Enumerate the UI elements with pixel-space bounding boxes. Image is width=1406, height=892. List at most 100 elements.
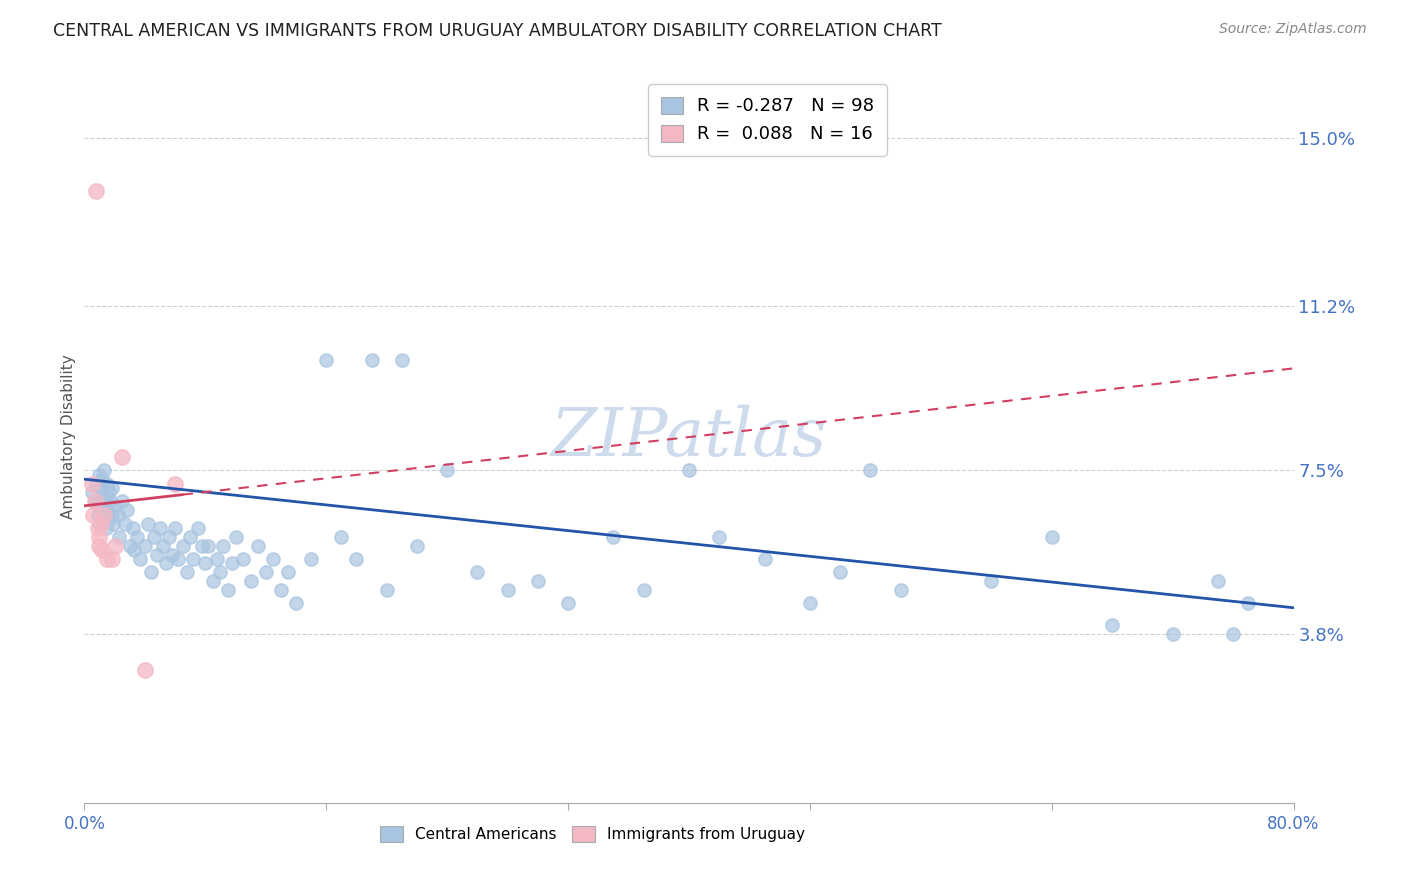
- Point: [80, 476, 103, 491]
- Point: [139, 566, 162, 580]
- Point: [1237, 596, 1260, 610]
- Point: [270, 582, 292, 597]
- Point: [89, 467, 111, 482]
- Point: [122, 543, 145, 558]
- Point: [97, 512, 120, 526]
- Point: [87, 508, 110, 522]
- Point: [134, 539, 156, 553]
- Point: [980, 574, 1002, 589]
- Point: [436, 463, 458, 477]
- Point: [360, 352, 382, 367]
- Text: ZIPatlas: ZIPatlas: [551, 404, 827, 470]
- Point: [172, 539, 194, 553]
- Point: [100, 508, 122, 522]
- Point: [527, 574, 550, 589]
- Point: [90, 516, 112, 531]
- Point: [84, 494, 107, 508]
- Point: [176, 566, 198, 580]
- Point: [115, 503, 138, 517]
- Point: [93, 508, 115, 522]
- Point: [89, 499, 111, 513]
- Y-axis label: Ambulatory Disability: Ambulatory Disability: [60, 355, 76, 519]
- Point: [82, 508, 104, 522]
- Point: [709, 530, 731, 544]
- Text: Source: ZipAtlas.com: Source: ZipAtlas.com: [1219, 22, 1367, 37]
- Point: [94, 521, 117, 535]
- Point: [315, 352, 337, 367]
- Point: [467, 566, 489, 580]
- Point: [330, 530, 353, 544]
- Point: [89, 530, 111, 544]
- Point: [121, 521, 143, 535]
- Point: [239, 574, 262, 589]
- Point: [98, 494, 121, 508]
- Point: [1206, 574, 1229, 589]
- Point: [86, 184, 108, 198]
- Point: [799, 596, 821, 610]
- Point: [100, 552, 122, 566]
- Point: [277, 566, 299, 580]
- Point: [179, 530, 201, 544]
- Point: [187, 521, 209, 535]
- Point: [167, 552, 190, 566]
- Point: [1101, 618, 1123, 632]
- Point: [225, 530, 247, 544]
- Point: [254, 566, 277, 580]
- Point: [165, 476, 187, 491]
- Point: [96, 552, 118, 566]
- Point: [207, 552, 229, 566]
- Point: [859, 463, 882, 477]
- Point: [149, 521, 172, 535]
- Point: [830, 566, 852, 580]
- Point: [114, 516, 136, 531]
- Point: [107, 508, 129, 522]
- Point: [406, 539, 429, 553]
- Point: [93, 508, 115, 522]
- Point: [221, 557, 243, 571]
- Point: [1222, 627, 1244, 641]
- Point: [633, 582, 655, 597]
- Point: [262, 552, 284, 566]
- Point: [90, 481, 112, 495]
- Point: [111, 450, 134, 464]
- Point: [111, 494, 134, 508]
- Point: [890, 582, 912, 597]
- Point: [100, 481, 122, 495]
- Point: [127, 530, 149, 544]
- Point: [134, 663, 156, 677]
- Point: [194, 557, 217, 571]
- Point: [86, 476, 108, 491]
- Point: [146, 548, 169, 562]
- Point: [217, 582, 239, 597]
- Point: [346, 552, 368, 566]
- Point: [165, 521, 187, 535]
- Point: [1040, 530, 1063, 544]
- Point: [91, 490, 114, 504]
- Point: [89, 539, 111, 553]
- Point: [96, 503, 118, 517]
- Point: [602, 530, 624, 544]
- Point: [209, 566, 232, 580]
- Point: [87, 521, 110, 535]
- Point: [84, 494, 107, 508]
- Point: [90, 503, 112, 517]
- Point: [299, 552, 322, 566]
- Point: [104, 499, 127, 513]
- Point: [118, 539, 141, 553]
- Point: [129, 552, 152, 566]
- Point: [152, 539, 174, 553]
- Point: [232, 552, 254, 566]
- Point: [136, 516, 159, 531]
- Point: [91, 543, 114, 558]
- Point: [247, 539, 270, 553]
- Point: [104, 539, 127, 553]
- Point: [91, 472, 114, 486]
- Point: [101, 516, 124, 531]
- Point: [201, 574, 224, 589]
- Point: [285, 596, 308, 610]
- Point: [375, 582, 398, 597]
- Point: [197, 539, 219, 553]
- Point: [157, 530, 180, 544]
- Point: [496, 582, 519, 597]
- Point: [1161, 627, 1184, 641]
